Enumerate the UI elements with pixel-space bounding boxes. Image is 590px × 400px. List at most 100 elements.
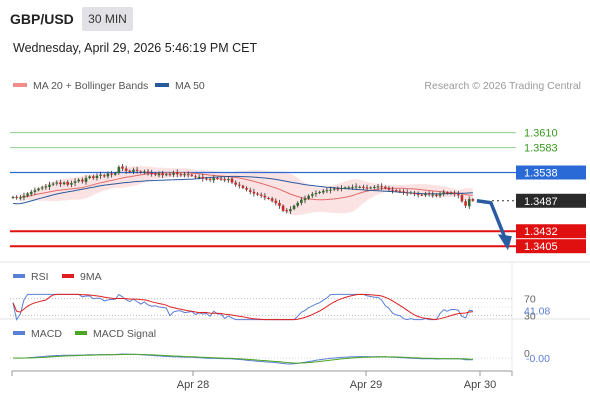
legend-label-9ma: 9MA — [80, 271, 102, 283]
candle-body — [179, 174, 183, 176]
candle-body — [329, 189, 332, 191]
candle-body — [402, 191, 405, 193]
candle-body — [223, 179, 226, 181]
candle-body — [157, 173, 161, 176]
rsi-9ma-line — [12, 293, 473, 321]
price-level-tag — [516, 224, 586, 239]
candle-body — [201, 176, 205, 179]
candle-body — [431, 194, 435, 196]
candle-body — [365, 187, 369, 189]
legend-swatch-ma20 — [13, 83, 27, 88]
candle-body — [77, 179, 80, 182]
price-level-label: 1.3538 — [524, 168, 558, 180]
candle-body — [281, 205, 285, 211]
candle-body — [212, 178, 216, 181]
candle-body — [318, 191, 321, 194]
candle-body — [285, 210, 289, 212]
legend-label-ma20: MA 20 + Bollinger Bands — [33, 80, 149, 92]
candle-body — [464, 201, 467, 206]
candle-body — [332, 188, 336, 190]
candle-body — [252, 191, 256, 194]
candle-body — [446, 192, 449, 194]
candle-body — [278, 202, 281, 206]
candle-body — [398, 190, 402, 192]
candle-body — [405, 192, 409, 194]
legend-label-rsi: RSI — [31, 271, 49, 283]
candle-body — [267, 197, 270, 199]
macd-value-label: -0.00 — [526, 353, 550, 365]
candle-body — [435, 194, 438, 196]
candle-body — [471, 199, 475, 201]
candle-body — [292, 205, 296, 210]
macd-signal-line — [13, 353, 473, 364]
ma20-line — [20, 171, 473, 201]
candle-body — [29, 191, 33, 195]
candle-body — [102, 175, 106, 177]
bollinger-band-area — [20, 165, 473, 216]
candle-body — [391, 189, 394, 191]
legend-label-macd: MACD — [31, 328, 62, 340]
candle-body — [113, 173, 117, 175]
candle-body — [66, 181, 70, 185]
forecast-arrow-head — [497, 234, 512, 251]
candle-body — [110, 173, 113, 175]
candle-body — [22, 195, 26, 198]
candle-body — [296, 202, 299, 206]
x-tick-label: Apr 30 — [464, 379, 496, 391]
candle-body — [336, 188, 340, 190]
research-credit: Research © 2026 Trading Central — [424, 80, 581, 92]
legend-rsi: RSI — [13, 271, 49, 283]
candle-body — [143, 171, 146, 173]
candle-body — [194, 176, 197, 178]
candle-body — [321, 190, 325, 193]
candle-body — [161, 173, 164, 176]
candle-body — [354, 186, 358, 188]
legend-label-macd-signal: MACD Signal — [93, 328, 157, 340]
candle-body — [311, 194, 314, 196]
candle-body — [139, 171, 143, 173]
legend-swatch-9ma — [62, 274, 74, 279]
candle-body — [234, 182, 237, 185]
timeframe-button[interactable]: 30 MIN — [82, 7, 133, 31]
candle-body — [380, 186, 383, 188]
candle-body — [172, 173, 175, 175]
ma50-line — [12, 175, 473, 205]
candle-body — [205, 178, 208, 180]
candle-body — [70, 183, 73, 185]
candle-body — [394, 190, 398, 192]
candle-body — [259, 194, 263, 196]
candle-body — [106, 173, 110, 177]
candle-body — [325, 190, 329, 192]
candle-body — [44, 186, 48, 188]
candle-body — [186, 174, 190, 176]
candle-body — [19, 197, 22, 199]
candle-body — [438, 193, 442, 196]
candle-body — [146, 171, 150, 174]
candle-body — [409, 192, 413, 194]
candle-body — [457, 194, 460, 196]
candle-body — [165, 174, 168, 176]
chart-datetime: Wednesday, April 29, 2026 5:46:19 PM CET — [13, 41, 258, 55]
candle-body — [11, 196, 15, 198]
x-tick-label: Apr 28 — [177, 379, 209, 391]
candle-body — [369, 187, 372, 189]
candle-body — [150, 173, 153, 175]
candle-body — [467, 199, 471, 207]
candle-body — [37, 188, 40, 191]
price-level-tag — [516, 165, 586, 180]
candle-body — [219, 178, 223, 180]
candle-body — [48, 184, 51, 187]
candle-body — [351, 186, 354, 188]
candle-body — [449, 193, 453, 195]
candle-body — [95, 175, 99, 179]
candle-body — [256, 193, 259, 195]
candle-body — [128, 170, 132, 172]
price-level-label: 1.3583 — [524, 143, 558, 155]
forecast-arrow-line — [476, 199, 508, 241]
candle-body — [241, 185, 245, 189]
candle-body — [99, 174, 102, 176]
candle-body — [424, 193, 427, 196]
candle-body — [274, 200, 278, 203]
candle-body — [124, 168, 128, 171]
